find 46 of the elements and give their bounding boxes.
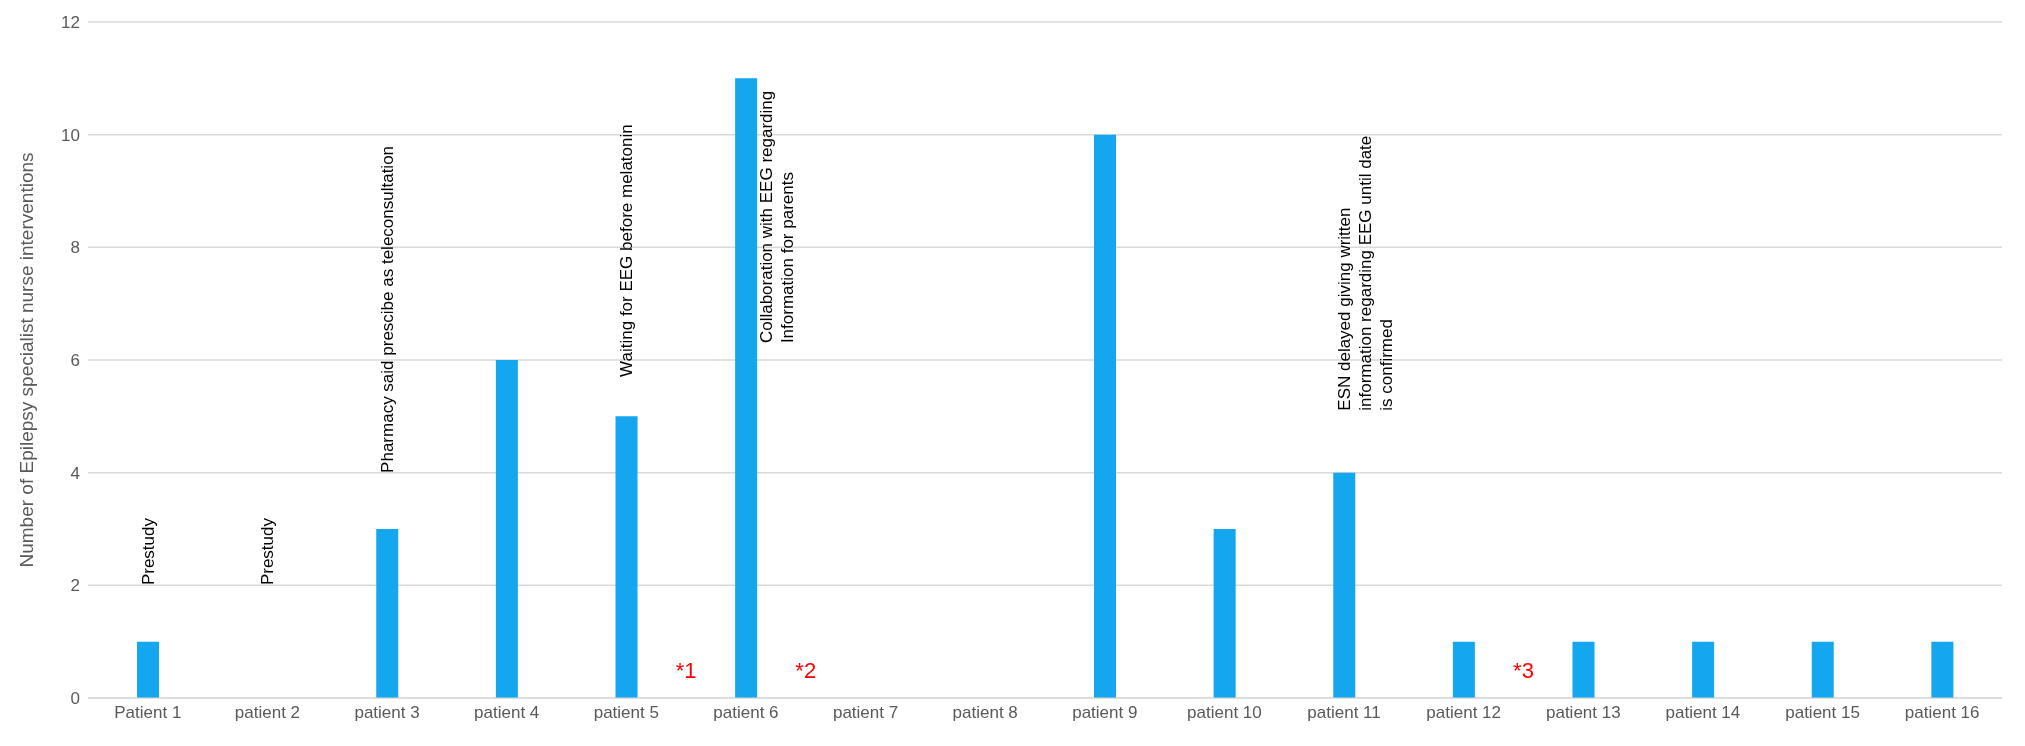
bar — [1572, 641, 1595, 698]
x-tick-label: patient 14 — [1665, 703, 1741, 723]
annotation: Collaboration with EEG regarding Information for parents — [756, 90, 797, 344]
bar — [1452, 641, 1475, 698]
annotation: Prestudy — [138, 517, 158, 586]
x-tick-label: patient 6 — [713, 703, 779, 723]
y-tick-label: 10 — [61, 125, 80, 145]
bar — [1094, 134, 1116, 698]
y-tick-label: 8 — [70, 238, 80, 258]
x-tick-label: patient 3 — [354, 703, 420, 723]
x-tick-label: patient 12 — [1426, 703, 1502, 723]
x-tick-label: patient 2 — [234, 703, 301, 723]
bar — [376, 529, 399, 698]
x-tick-label: patient 4 — [474, 703, 540, 723]
x-tick-label: patient 13 — [1545, 703, 1621, 723]
annotation: Waiting for EEG before melatonin — [617, 124, 637, 377]
x-tick-label: patient 16 — [1904, 703, 1980, 723]
x-tick-label: patient 8 — [952, 703, 1018, 723]
y-tick-label: 2 — [70, 576, 80, 596]
y-tick-label: 12 — [61, 13, 80, 33]
bar — [615, 416, 638, 698]
annotation: *3 — [1513, 658, 1534, 684]
x-tick-label: patient 7 — [832, 703, 899, 723]
bar — [1811, 641, 1834, 698]
x-tick-label: patient 10 — [1187, 703, 1262, 723]
x-tick-label: patient 15 — [1785, 703, 1860, 723]
bar — [1213, 529, 1236, 698]
bar — [735, 78, 758, 698]
y-tick-label: 4 — [70, 463, 80, 483]
annotation: ESN delayed giving written information regarding EEG until date is confirmed — [1335, 135, 1397, 411]
bar — [1333, 472, 1356, 698]
annotation: *2 — [795, 658, 817, 684]
bar — [1692, 641, 1715, 698]
x-tick-label: patient 5 — [593, 703, 659, 723]
annotation: *1 — [675, 658, 697, 684]
x-tick-label: patient 11 — [1307, 703, 1381, 723]
y-tick-label: 0 — [70, 689, 80, 709]
bar — [137, 641, 159, 698]
y-tick-label: 6 — [70, 351, 80, 371]
bar — [495, 360, 518, 698]
x-tick-label: patient 9 — [1072, 703, 1138, 723]
x-tick-label: Patient 1 — [114, 703, 182, 723]
annotation: Pharmacy said prescibe as teleconsultation — [378, 145, 398, 473]
bar — [1931, 641, 1954, 698]
y-axis-title: Number of Epilepsy specialist nurse interventions — [15, 152, 37, 568]
annotation: Prestudy — [258, 517, 278, 586]
